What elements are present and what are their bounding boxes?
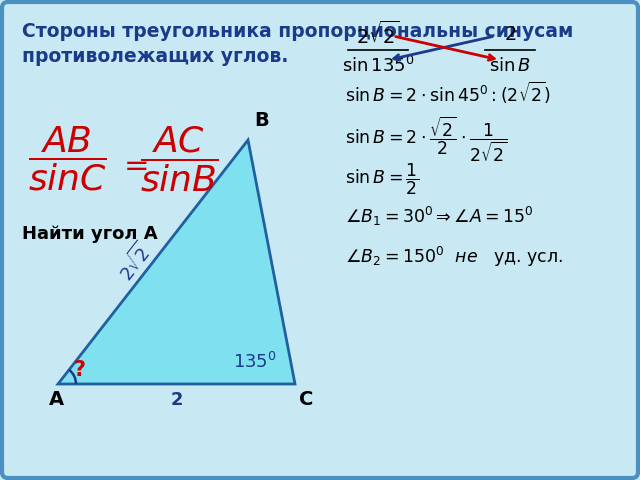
- Polygon shape: [58, 140, 295, 384]
- Text: $\sin B = 2 \cdot \sin 45^0 : (2\sqrt{2})$: $\sin B = 2 \cdot \sin 45^0 : (2\sqrt{2}…: [345, 80, 551, 106]
- Text: $\sin B$: $\sin B$: [489, 57, 531, 75]
- Text: B: B: [254, 111, 269, 130]
- Text: $=$: $=$: [118, 150, 148, 179]
- Text: $\angle B_1 = 30^0 \Rightarrow \angle A = 15^0$: $\angle B_1 = 30^0 \Rightarrow \angle A …: [345, 205, 534, 228]
- Text: $\sin 135^0$: $\sin 135^0$: [342, 56, 414, 76]
- Text: Стороны треугольника пропорциональны синусам
противолежащих углов.: Стороны треугольника пропорциональны син…: [22, 22, 573, 66]
- Text: $2\sqrt{2}$: $2\sqrt{2}$: [356, 20, 399, 48]
- Text: C: C: [299, 390, 314, 409]
- Text: $135^0$: $135^0$: [233, 352, 276, 372]
- Text: $\dfrac{\mathbf{\mathit{AC}}}{\mathbf{\mathit{sinB}}}$: $\dfrac{\mathbf{\mathit{AC}}}{\mathbf{\m…: [140, 125, 218, 194]
- Text: 2: 2: [170, 391, 183, 409]
- Text: $\sin B = 2 \cdot \dfrac{\sqrt{2}}{2} \cdot \dfrac{1}{2\sqrt{2}}$: $\sin B = 2 \cdot \dfrac{\sqrt{2}}{2} \c…: [345, 114, 508, 164]
- Text: $\angle B_2 = 150^0$  $\mathit{не}$   уд. усл.: $\angle B_2 = 150^0$ $\mathit{не}$ уд. у…: [345, 245, 563, 269]
- Text: Найти угол A: Найти угол A: [22, 225, 157, 243]
- Text: A: A: [49, 390, 63, 409]
- Text: $2\sqrt{2}$: $2\sqrt{2}$: [113, 239, 157, 285]
- Text: $\sin B = \dfrac{1}{2}$: $\sin B = \dfrac{1}{2}$: [345, 162, 419, 197]
- Text: ?: ?: [74, 360, 86, 380]
- Text: $2$: $2$: [504, 24, 516, 44]
- Text: $\dfrac{\mathbf{\mathit{AB}}}{\mathbf{\mathit{sinC}}}$: $\dfrac{\mathbf{\mathit{AB}}}{\mathbf{\m…: [28, 125, 107, 193]
